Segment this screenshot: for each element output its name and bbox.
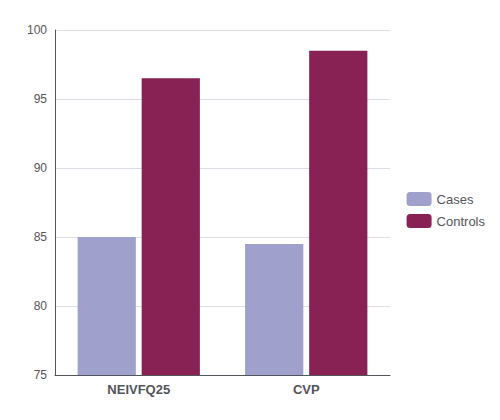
svg-text:100: 100 (27, 23, 47, 37)
svg-text:CVP: CVP (293, 382, 320, 397)
svg-text:80: 80 (34, 299, 48, 313)
svg-text:NEIVFQ25: NEIVFQ25 (107, 382, 170, 397)
svg-text:Cases: Cases (437, 192, 474, 207)
svg-text:75: 75 (34, 368, 48, 382)
svg-text:85: 85 (34, 230, 48, 244)
svg-text:90: 90 (34, 161, 48, 175)
svg-text:95: 95 (34, 92, 48, 106)
svg-text:Controls: Controls (437, 214, 486, 229)
